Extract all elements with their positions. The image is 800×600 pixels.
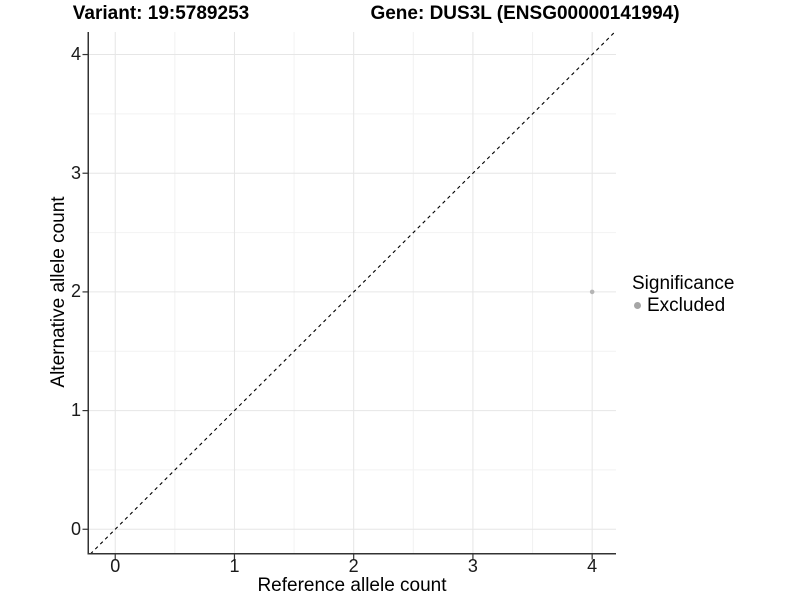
legend-items: Excluded	[632, 295, 734, 316]
legend-point-icon	[634, 302, 641, 309]
y-tick-label: 2	[70, 281, 81, 302]
y-tick-label: 1	[70, 400, 81, 421]
legend: Significance Excluded	[632, 273, 734, 316]
y-tick-label: 0	[70, 518, 81, 539]
x-axis-title: Reference allele count	[257, 575, 447, 596]
y-tick-label: 3	[70, 162, 81, 183]
x-tick-label: 1	[229, 556, 240, 576]
legend-item: Excluded	[632, 295, 734, 316]
identity-line	[90, 32, 616, 553]
x-tick-label: 0	[110, 556, 121, 576]
variant-title: Variant: 19:5789253	[72, 3, 250, 24]
gene-title: Gene: DUS3L (ENSG00000141994)	[370, 3, 680, 24]
x-tick-label: 4	[587, 556, 598, 576]
data-point	[589, 289, 595, 295]
y-tick-label: 4	[70, 44, 81, 65]
x-tick-label: 2	[348, 556, 359, 576]
legend-item-label: Excluded	[647, 295, 726, 316]
legend-title: Significance	[632, 273, 735, 294]
x-tick-label: 3	[467, 556, 478, 576]
